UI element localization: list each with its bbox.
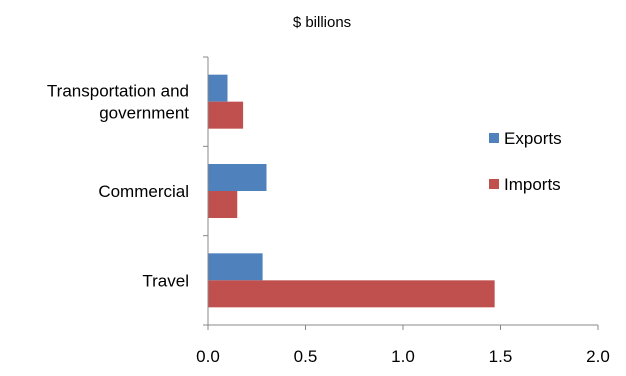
category-label: Transportation and	[47, 82, 189, 101]
bar-exports-1	[208, 164, 267, 191]
legend-swatch-imports	[489, 179, 499, 189]
x-ticks: 0.0 0.5 1.0 1.5 2.0	[196, 325, 610, 366]
unit-label: $ billions	[293, 14, 351, 31]
category-labels: Transportation and government Commercial Tr…	[47, 82, 189, 291]
category-label: government	[99, 104, 189, 123]
legend-swatch-exports	[489, 133, 499, 143]
category-label: Commercial	[98, 182, 189, 201]
bar-exports-0	[208, 74, 228, 102]
bar-imports-2	[208, 280, 495, 308]
x-tick-label: 1.5	[489, 347, 513, 366]
x-tick-label: 0.5	[294, 347, 318, 366]
bar-exports-2	[208, 253, 263, 281]
legend-label-exports: Exports	[504, 129, 562, 148]
bars-group	[208, 74, 495, 308]
category-label: Travel	[142, 271, 189, 290]
x-tick-label: 2.0	[586, 347, 610, 366]
bar-imports-1	[208, 191, 238, 218]
legend: Exports Imports	[489, 129, 562, 194]
legend-label-imports: Imports	[504, 175, 561, 194]
bar-imports-0	[208, 101, 244, 129]
x-tick-label: 0.0	[196, 347, 220, 366]
x-tick-label: 1.0	[391, 347, 415, 366]
